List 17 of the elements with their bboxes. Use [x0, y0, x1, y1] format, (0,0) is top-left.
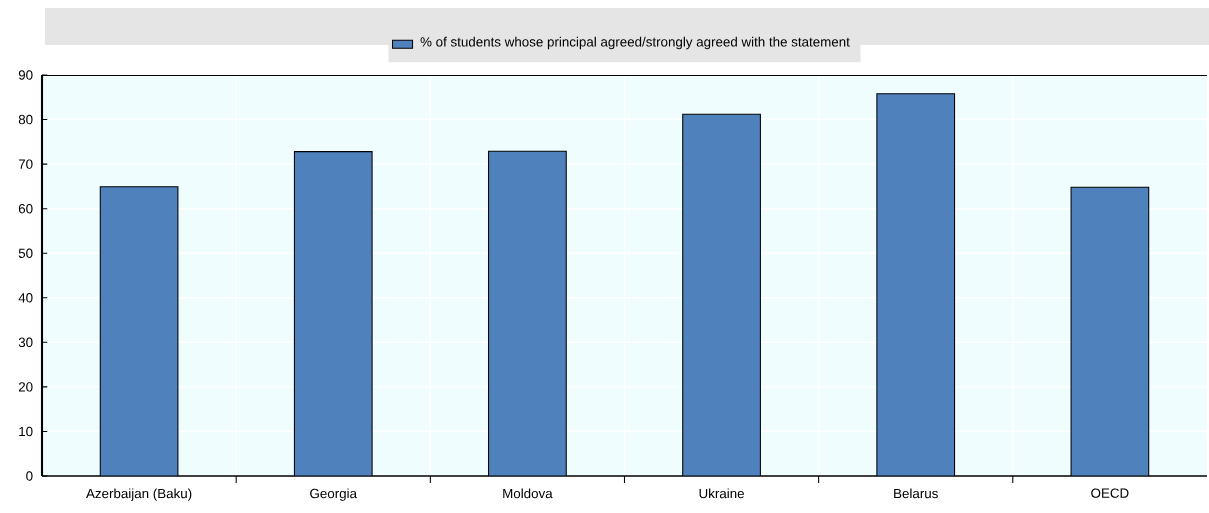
y-tick-label: 30 — [18, 337, 33, 348]
x-tick-label: OECD — [1091, 488, 1129, 499]
y-tick-label: 40 — [18, 293, 33, 303]
y-tick-label: 90 — [18, 70, 33, 80]
y-tick-label: 20 — [18, 382, 33, 392]
x-tick-label: Moldova — [503, 488, 553, 499]
y-tick-label: 60 — [18, 204, 33, 214]
y-tick-label: 0 — [26, 471, 33, 481]
x-tick-label: Azerbaijan (Baku) — [86, 488, 192, 502]
x-tick-label: Georgia — [310, 488, 358, 502]
legend-label: % of students whose principal agreed/strongly agreed with the statement — [420, 37, 850, 50]
y-tick-label: 10 — [19, 426, 33, 437]
y-tick-label: 80 — [18, 115, 33, 125]
y-tick-label: 50 — [18, 248, 33, 259]
x-tick-label: Ukraine — [699, 488, 744, 499]
y-tick-label: 70 — [18, 159, 33, 170]
x-tick-label: Belarus — [894, 488, 938, 499]
